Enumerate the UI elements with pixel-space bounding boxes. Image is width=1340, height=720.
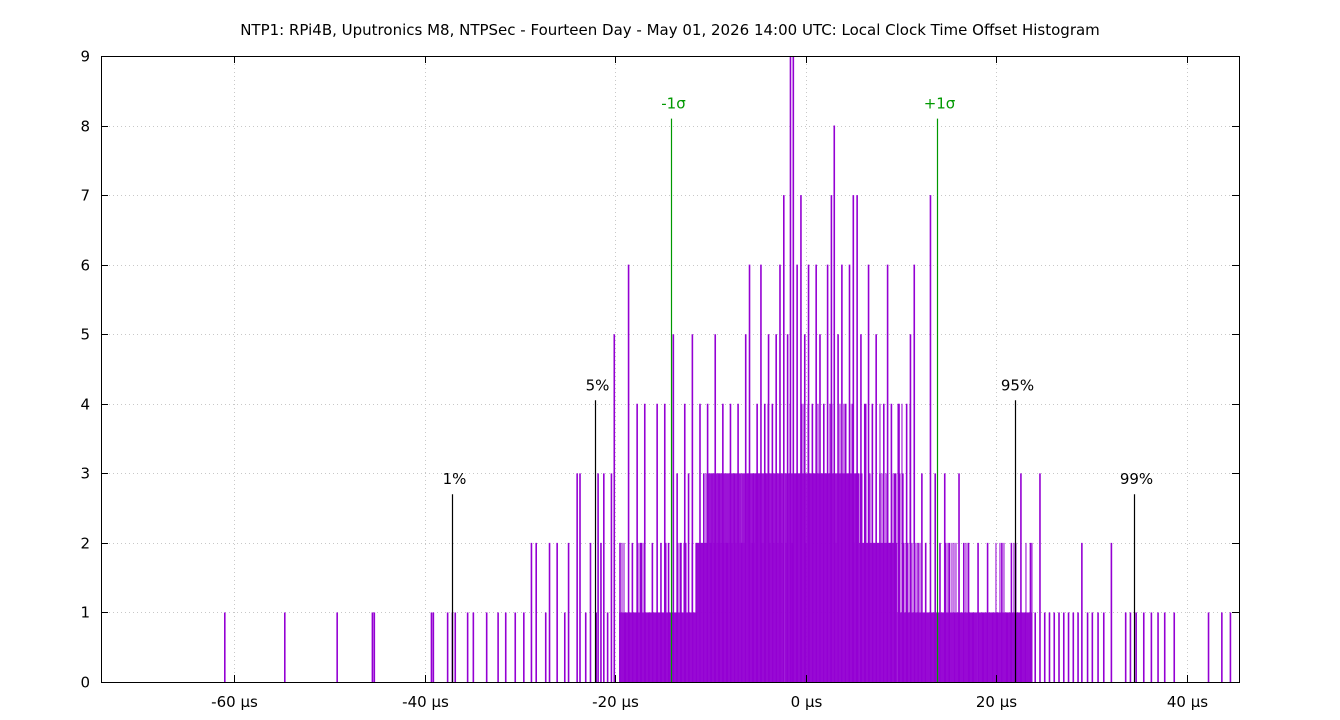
chart-title: NTP1: RPi4B, Uputronics M8, NTPSec - Fou…	[240, 21, 1100, 39]
y-tick-label: 4	[80, 396, 90, 414]
y-tick-label: 9	[80, 48, 90, 66]
y-tick-label: 6	[80, 257, 90, 275]
y-tick-label: 8	[80, 118, 90, 136]
marker-label: 99%	[1120, 470, 1153, 488]
axis-ticks: 0 1 2 3 4 5 6 7 8 9 -60 µs -40 µs -20 µs 0 µs 20 µs 40 …	[80, 48, 1239, 711]
histogram-bars	[223, 56, 1232, 682]
grid-lines	[101, 56, 1239, 682]
marker-label: 95%	[1001, 376, 1034, 394]
marker-label: 5%	[586, 376, 610, 394]
x-tick-label: -20 µs	[592, 693, 639, 711]
marker-label: -1σ	[661, 95, 686, 113]
y-tick-label: 0	[80, 674, 90, 692]
marker-label: 1%	[443, 470, 467, 488]
x-tick-label: 20 µs	[976, 693, 1017, 711]
x-tick-label: 40 µs	[1167, 693, 1208, 711]
y-tick-label: 5	[80, 326, 90, 344]
percentile-markers: 1% 5% -1σ +1σ 95% 99%	[443, 95, 1153, 682]
plot-frame	[101, 56, 1240, 683]
histogram-bar-fill	[897, 612, 913, 682]
x-tick-label: -60 µs	[211, 693, 258, 711]
x-tick-label: -40 µs	[402, 693, 449, 711]
histogram-bar-fill	[707, 473, 742, 682]
y-tick-label: 1	[80, 604, 90, 622]
y-tick-label: 7	[80, 187, 90, 205]
y-tick-label: 3	[80, 465, 90, 483]
y-tick-label: 2	[80, 535, 90, 553]
marker-label: +1σ	[924, 95, 956, 113]
x-tick-label: 0 µs	[791, 693, 823, 711]
